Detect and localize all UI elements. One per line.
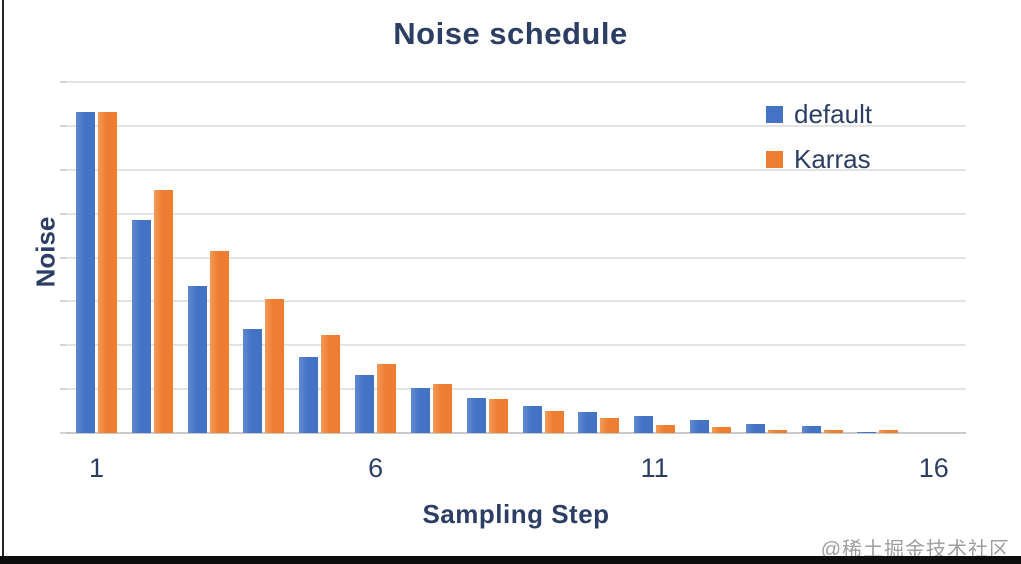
y-axis-tick	[60, 125, 66, 127]
bar-Karras-step-9	[544, 410, 564, 433]
bar-Karras-step-8	[488, 399, 508, 433]
gridline	[66, 81, 966, 83]
bar-Karras-step-10	[600, 417, 620, 433]
x-tick-label-11: 11	[640, 453, 669, 483]
bar-Karras-step-6	[377, 364, 397, 433]
bar-default-step-15	[857, 432, 877, 433]
bar-default-step-4	[243, 329, 263, 433]
bar-Karras-step-15	[879, 429, 899, 433]
legend: default Karras	[766, 98, 873, 190]
left-border-line	[2, 0, 4, 556]
bar-default-step-2	[131, 220, 151, 433]
bar-default-step-8	[466, 397, 486, 433]
watermark: @稀土掘金技术社区	[820, 539, 1010, 561]
legend-label: Karras	[794, 143, 871, 174]
bar-Karras-step-5	[321, 335, 341, 433]
bar-Karras-step-12	[712, 427, 732, 433]
legend-item-Karras: Karras	[766, 143, 872, 174]
bottom-border-bar	[0, 556, 1021, 564]
bar-default-step-9	[522, 406, 542, 433]
y-axis-label: Noise	[30, 216, 61, 288]
legend-item-default: default	[766, 98, 873, 129]
y-axis-tick	[60, 344, 66, 346]
bar-Karras-step-3	[209, 251, 229, 433]
chart-title: Noise schedule	[393, 16, 628, 51]
gridline	[66, 257, 966, 259]
y-axis-tick	[60, 81, 66, 83]
bar-default-step-14	[801, 426, 821, 433]
bar-default-step-3	[187, 286, 207, 433]
bar-Karras-step-1	[98, 111, 117, 433]
gridline	[66, 344, 966, 346]
gridline	[66, 169, 966, 171]
legend-swatch-Karras	[766, 150, 783, 168]
gridline	[66, 213, 966, 215]
y-axis-tick	[60, 388, 66, 390]
y-axis-tick	[60, 300, 66, 302]
bar-Karras-step-11	[656, 424, 676, 433]
bar-default-step-10	[578, 411, 598, 433]
gridline	[66, 388, 966, 390]
x-tick-label-6: 6	[368, 453, 384, 483]
plot-area	[60, 81, 966, 434]
bar-default-step-5	[299, 357, 319, 433]
bar-Karras-step-4	[265, 298, 285, 433]
bar-default-step-1	[76, 111, 95, 433]
y-axis-tick	[60, 169, 66, 171]
bar-Karras-step-14	[823, 429, 843, 433]
bar-Karras-step-2	[153, 189, 173, 433]
gridline	[66, 125, 966, 127]
legend-label: default	[794, 98, 873, 129]
bar-Karras-step-7	[432, 384, 452, 433]
y-axis-tick	[60, 257, 66, 259]
x-tick-label-1: 1	[88, 453, 105, 483]
x-tick-label-16: 16	[918, 453, 949, 483]
bar-Karras-step-13	[767, 429, 787, 433]
gridline	[66, 300, 966, 302]
bar-default-step-7	[410, 388, 430, 433]
y-axis-tick	[60, 432, 66, 434]
y-axis-tick	[60, 213, 66, 215]
bar-default-step-11	[634, 416, 654, 433]
bar-default-step-6	[355, 375, 375, 433]
x-axis-line	[66, 432, 966, 434]
bar-default-step-12	[690, 419, 710, 433]
x-axis-label: Sampling Step	[422, 499, 610, 529]
legend-swatch-default	[766, 105, 783, 123]
bar-default-step-13	[745, 423, 765, 433]
